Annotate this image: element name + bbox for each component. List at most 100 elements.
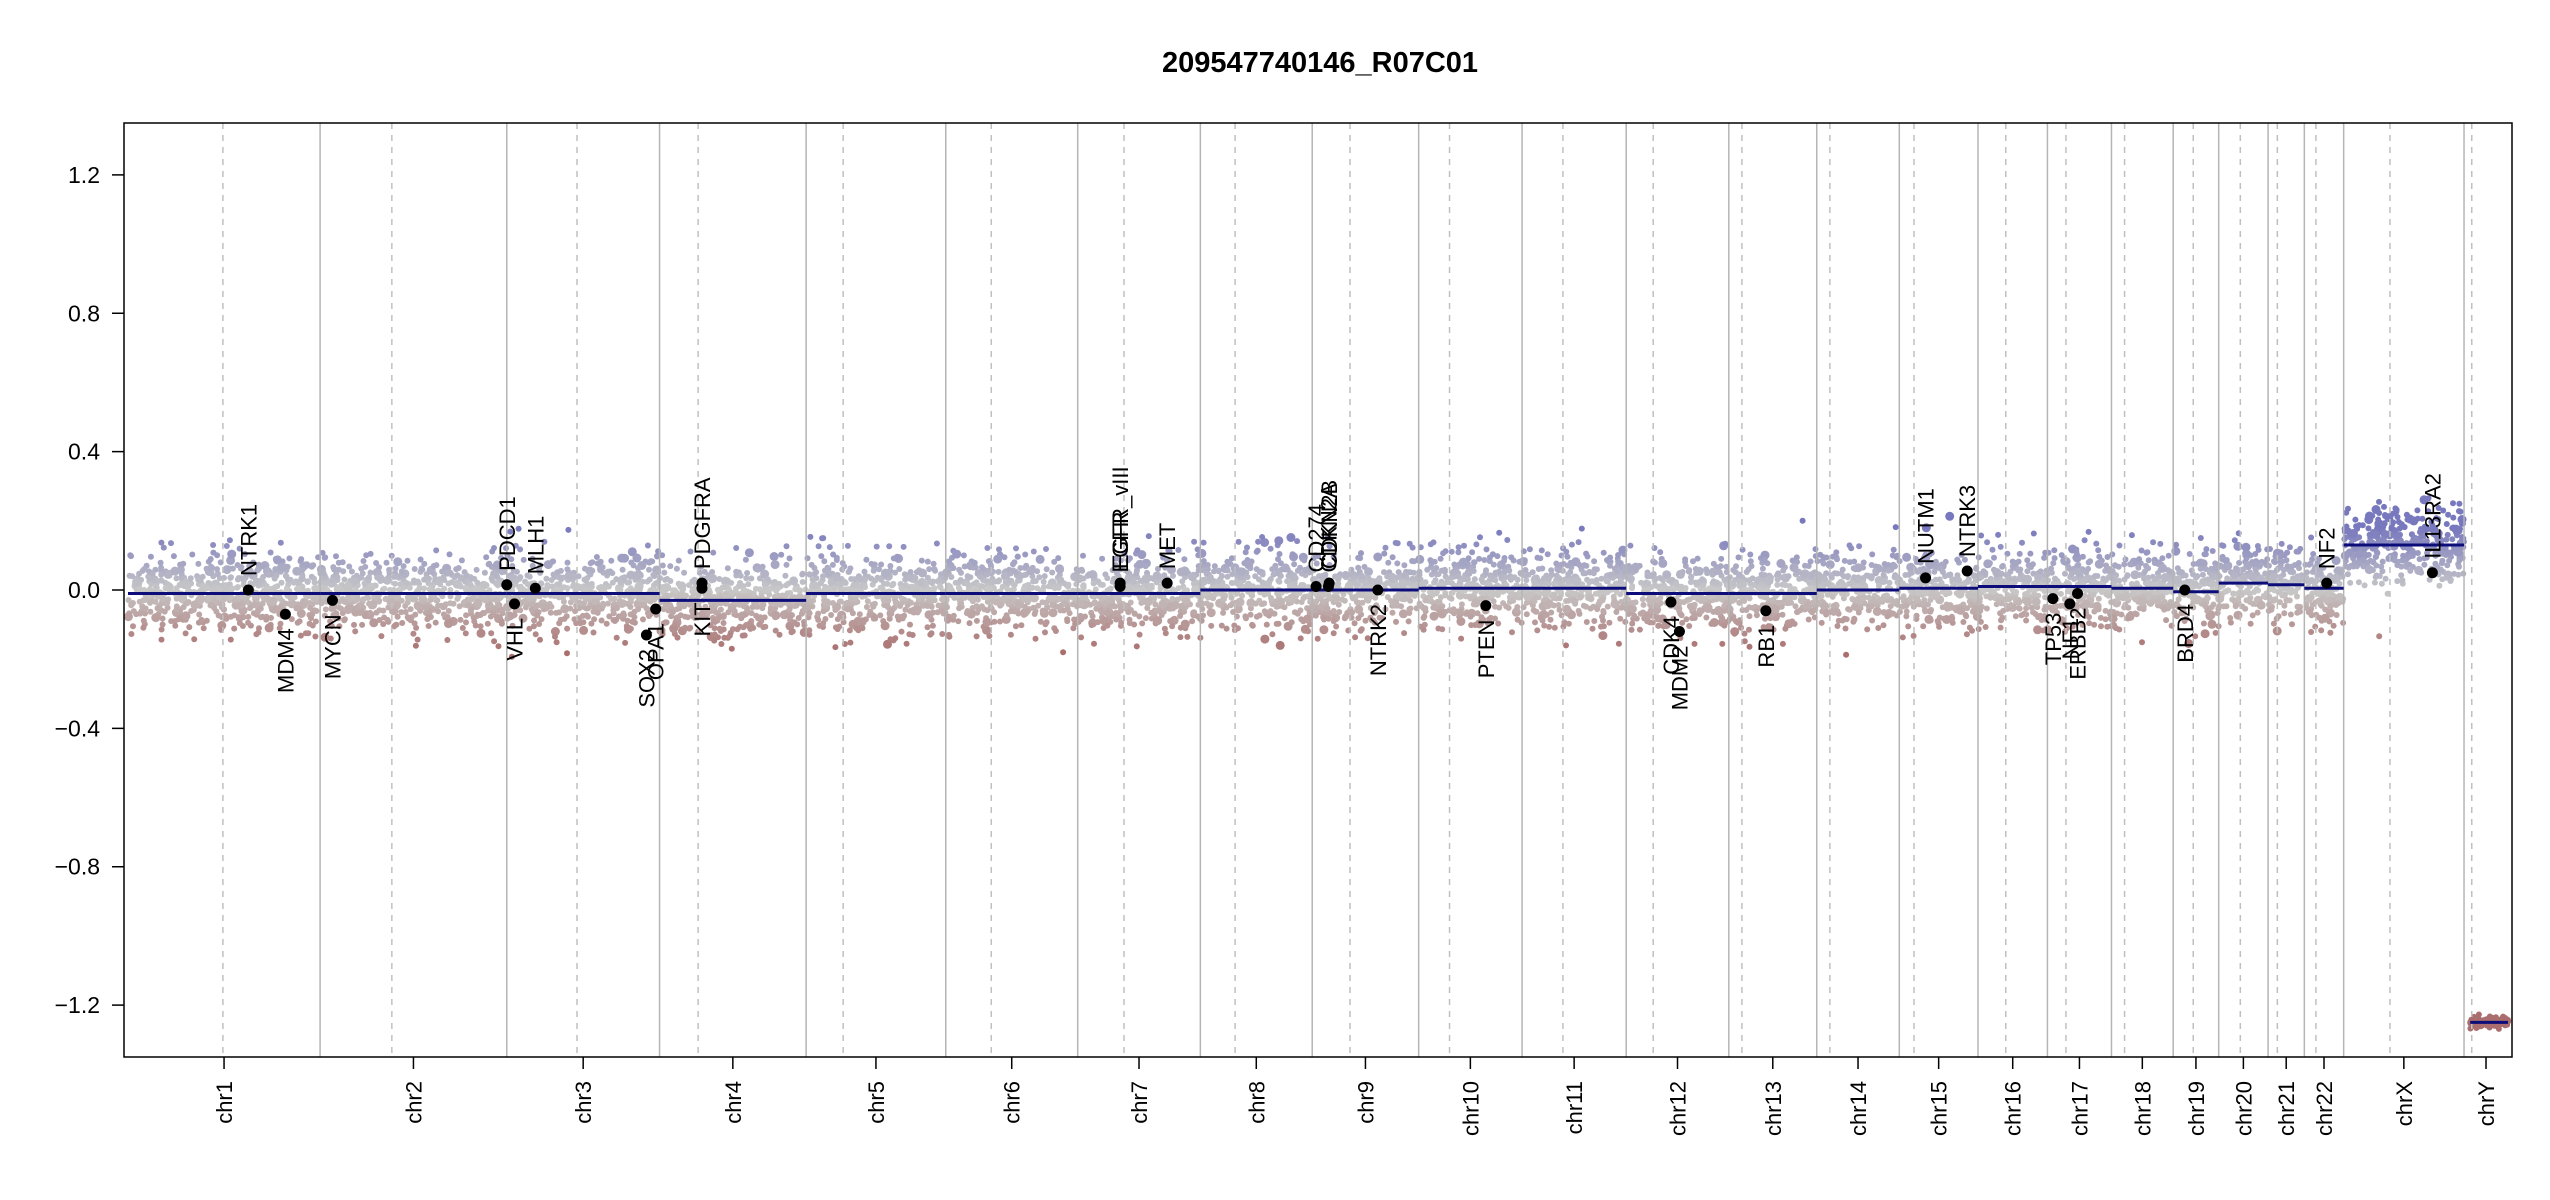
probe-point bbox=[715, 615, 722, 622]
probe-point bbox=[1224, 567, 1231, 574]
probe-point bbox=[207, 602, 214, 609]
probe-point bbox=[1037, 618, 1044, 625]
probe-point bbox=[308, 615, 314, 622]
probe-point bbox=[1490, 561, 1497, 568]
probe-point bbox=[1469, 549, 1476, 556]
probe-point bbox=[1246, 598, 1256, 608]
probe-point bbox=[1785, 573, 1792, 580]
probe-point bbox=[1053, 603, 1060, 610]
probe-point bbox=[1252, 573, 1259, 580]
probe-point bbox=[1110, 602, 1117, 609]
probe-point bbox=[1556, 575, 1563, 582]
probe-point bbox=[444, 637, 451, 643]
probe-point bbox=[341, 576, 348, 583]
probe-point bbox=[739, 632, 746, 639]
probe-point bbox=[1406, 540, 1413, 547]
probe-point bbox=[130, 608, 137, 615]
probe-point bbox=[728, 645, 735, 652]
probe-point bbox=[1026, 566, 1036, 576]
probe-point bbox=[1774, 581, 1781, 588]
probe-point bbox=[1492, 577, 1499, 584]
probe-point bbox=[931, 566, 938, 572]
probe-point bbox=[849, 610, 856, 617]
probe-point bbox=[333, 610, 340, 617]
probe-point bbox=[1688, 574, 1694, 581]
probe-point bbox=[434, 579, 441, 586]
probe-point bbox=[746, 594, 753, 600]
probe-point bbox=[597, 558, 604, 565]
probe-point bbox=[422, 575, 429, 582]
probe-point bbox=[979, 564, 985, 571]
probe-point bbox=[386, 569, 393, 576]
probe-point bbox=[1552, 593, 1558, 600]
probe-point bbox=[833, 574, 839, 581]
probe-point bbox=[433, 547, 440, 554]
probe-point bbox=[299, 583, 306, 590]
probe-point bbox=[878, 561, 885, 568]
probe-point bbox=[1556, 606, 1563, 613]
probe-point bbox=[846, 627, 853, 634]
probe-point bbox=[1007, 631, 1014, 638]
probe-point bbox=[1269, 631, 1276, 638]
probe-point bbox=[1799, 517, 1806, 524]
probe-point bbox=[1088, 622, 1095, 629]
probe-point bbox=[157, 559, 164, 566]
probe-point bbox=[1400, 572, 1407, 579]
probe-point bbox=[1060, 649, 1067, 656]
probe-point bbox=[1394, 594, 1401, 600]
probe-point bbox=[158, 564, 165, 571]
probe-point bbox=[481, 582, 488, 589]
probe-point bbox=[267, 549, 274, 556]
probe-point bbox=[245, 619, 252, 626]
probe-point bbox=[1430, 590, 1437, 597]
probe-point bbox=[1854, 597, 1861, 604]
probe-point bbox=[1126, 616, 1133, 623]
probe-point bbox=[1345, 571, 1352, 578]
probe-point bbox=[158, 571, 165, 578]
probe-point bbox=[662, 619, 669, 626]
probe-point bbox=[1276, 551, 1283, 557]
probe-point bbox=[634, 582, 644, 591]
probe-point bbox=[1319, 598, 1326, 605]
probe-point bbox=[964, 573, 971, 580]
probe-point bbox=[538, 616, 545, 623]
probe-point bbox=[1113, 616, 1120, 623]
probe-point bbox=[1746, 595, 1753, 602]
probe-point bbox=[1281, 615, 1288, 622]
probe-point bbox=[635, 606, 642, 613]
probe-point bbox=[1247, 611, 1254, 618]
probe-point bbox=[1039, 607, 1046, 614]
probe-point bbox=[1051, 558, 1058, 565]
probe-point bbox=[901, 612, 908, 619]
probe-point bbox=[815, 610, 822, 617]
probe-point bbox=[919, 602, 926, 609]
probe-point bbox=[399, 620, 406, 626]
probe-point bbox=[154, 593, 161, 600]
probe-point bbox=[1791, 594, 1798, 601]
probe-point bbox=[1097, 581, 1104, 588]
probe-point bbox=[890, 637, 897, 644]
probe-point bbox=[725, 609, 732, 616]
probe-point bbox=[1600, 617, 1606, 624]
probe-point bbox=[714, 586, 721, 593]
probe-point bbox=[1040, 578, 1047, 585]
probe-point bbox=[1136, 631, 1143, 638]
probe-point bbox=[1335, 575, 1342, 581]
probe-point bbox=[1181, 597, 1188, 604]
probe-point bbox=[221, 574, 227, 581]
probe-point bbox=[1726, 616, 1733, 623]
probe-point bbox=[1818, 619, 1825, 626]
probe-point bbox=[1532, 619, 1538, 626]
probe-point bbox=[175, 616, 182, 623]
probe-point bbox=[1191, 538, 1198, 545]
probe-point bbox=[468, 606, 475, 613]
probe-point bbox=[1124, 583, 1134, 593]
probe-point bbox=[1357, 555, 1364, 562]
probe-point bbox=[452, 579, 462, 589]
probe-point bbox=[589, 567, 596, 574]
probe-point bbox=[513, 577, 520, 584]
probe-point bbox=[1738, 624, 1744, 631]
probe-point bbox=[888, 582, 895, 589]
probe-point bbox=[411, 620, 418, 627]
probe-point bbox=[1467, 613, 1474, 620]
